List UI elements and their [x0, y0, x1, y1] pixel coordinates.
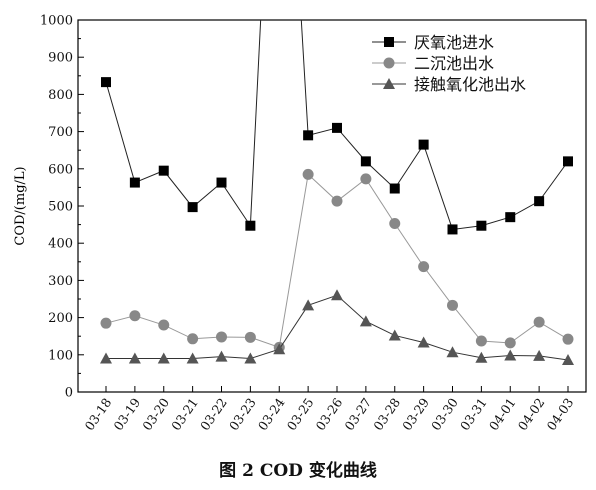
y-tick-label: 1000 — [40, 14, 73, 29]
y-tick-label: 300 — [48, 274, 73, 289]
series-3-point — [186, 352, 199, 364]
series-1-point — [418, 139, 429, 150]
series-2-point — [158, 319, 170, 331]
series-3-point — [128, 352, 141, 364]
series-1-point — [505, 212, 516, 223]
legend-marker — [383, 57, 395, 69]
series-2-point — [331, 195, 343, 207]
series-1-point — [187, 202, 198, 213]
series-3-point — [504, 349, 517, 361]
legend-marker — [384, 37, 394, 47]
series-2-point — [447, 299, 458, 311]
series-3-point — [157, 352, 170, 364]
y-tick-label: 400 — [48, 237, 73, 252]
series-1-point — [476, 220, 487, 231]
series-1-point — [332, 122, 342, 133]
x-tick-label: 04-03 — [543, 395, 576, 433]
series-layer — [100, 20, 574, 366]
series-1-point — [245, 220, 256, 231]
series-1-point — [360, 156, 371, 167]
series-3-point — [388, 329, 401, 341]
series-3-point — [215, 350, 228, 362]
series-3-point — [562, 354, 574, 366]
series-3-point — [331, 289, 343, 301]
series-3-point — [417, 336, 430, 348]
x-tick-label: 04-01 — [486, 395, 519, 433]
y-axis: 0 100 200 300 400 500 600 700 800 900 1000 — [40, 14, 84, 401]
series-1-point — [563, 156, 573, 167]
series-3-point — [359, 315, 372, 327]
series-3 — [100, 289, 574, 366]
x-tick-label: 03-30 — [428, 395, 461, 433]
series-3-point — [533, 349, 546, 361]
series-2 — [100, 168, 574, 353]
series-2-point — [504, 337, 516, 349]
x-tick-label: 03-27 — [341, 395, 374, 433]
x-tick-label: 03-22 — [197, 395, 230, 433]
series-1-point — [447, 224, 458, 235]
x-tick-label: 03-28 — [370, 395, 403, 433]
legend-marker — [383, 78, 395, 89]
x-tick-label: 03-21 — [168, 395, 201, 433]
y-tick-label: 0 — [65, 386, 73, 401]
series-1-point — [389, 183, 400, 194]
series-1-point — [129, 177, 140, 188]
x-tick-label: 03-29 — [399, 395, 432, 433]
x-tick-label: 03-24 — [255, 395, 288, 433]
series-2-point — [360, 173, 372, 185]
legend-label: 接触氧化池出水 — [414, 75, 526, 94]
series-1-point — [303, 130, 314, 141]
series-3-point — [302, 299, 315, 311]
series-2-point — [244, 331, 256, 343]
series-1-point — [158, 165, 169, 176]
series-2-point — [418, 261, 430, 273]
x-tick-label: 03-26 — [312, 395, 345, 433]
series-2-point — [562, 333, 574, 345]
series-2-point — [533, 316, 545, 328]
series-2-point — [475, 335, 487, 347]
x-tick-label: 03-20 — [139, 395, 172, 433]
series-3-point — [475, 351, 488, 363]
y-tick-label: 600 — [48, 162, 73, 177]
x-tick-label: 04-02 — [515, 395, 548, 433]
series-2-point — [187, 333, 199, 345]
series-1 — [101, 20, 573, 235]
series-1-point — [101, 77, 111, 88]
y-tick-label: 700 — [48, 125, 73, 140]
x-tick-label: 03-25 — [284, 395, 317, 433]
y-tick-label: 900 — [48, 51, 73, 66]
x-tick-label: 03-23 — [226, 395, 259, 433]
x-tick-label: 03-19 — [110, 395, 143, 433]
series-1-point — [534, 196, 545, 207]
series-2-point — [216, 331, 227, 343]
series-3-point — [100, 352, 112, 364]
series-3-point — [244, 352, 257, 364]
legend-label: 厌氧池进水 — [414, 33, 494, 52]
series-1-point — [216, 177, 227, 188]
y-tick-label: 100 — [48, 348, 73, 363]
series-2-point — [389, 217, 401, 229]
y-tick-label: 500 — [48, 200, 73, 215]
series-3-point — [446, 346, 459, 358]
series-2-point — [302, 168, 314, 180]
series-2-point — [129, 310, 141, 322]
y-axis-label: COD/(mg/L) — [13, 166, 28, 245]
series-2-point — [100, 317, 112, 329]
x-tick-label: 03-18 — [81, 395, 114, 433]
series-3-point — [273, 343, 286, 355]
legend-label: 二沉池出水 — [414, 54, 494, 73]
series-1-line — [105, 20, 569, 230]
y-tick-label: 200 — [48, 311, 73, 326]
series-3-line — [106, 294, 569, 361]
figure-caption: 图 2 COD 变化曲线 — [219, 461, 377, 481]
x-tick-label: 03-31 — [457, 395, 490, 433]
y-tick-label: 800 — [48, 88, 73, 103]
x-axis: 03-1803-1903-2003-2103-2203-2303-2403-25… — [81, 386, 576, 433]
